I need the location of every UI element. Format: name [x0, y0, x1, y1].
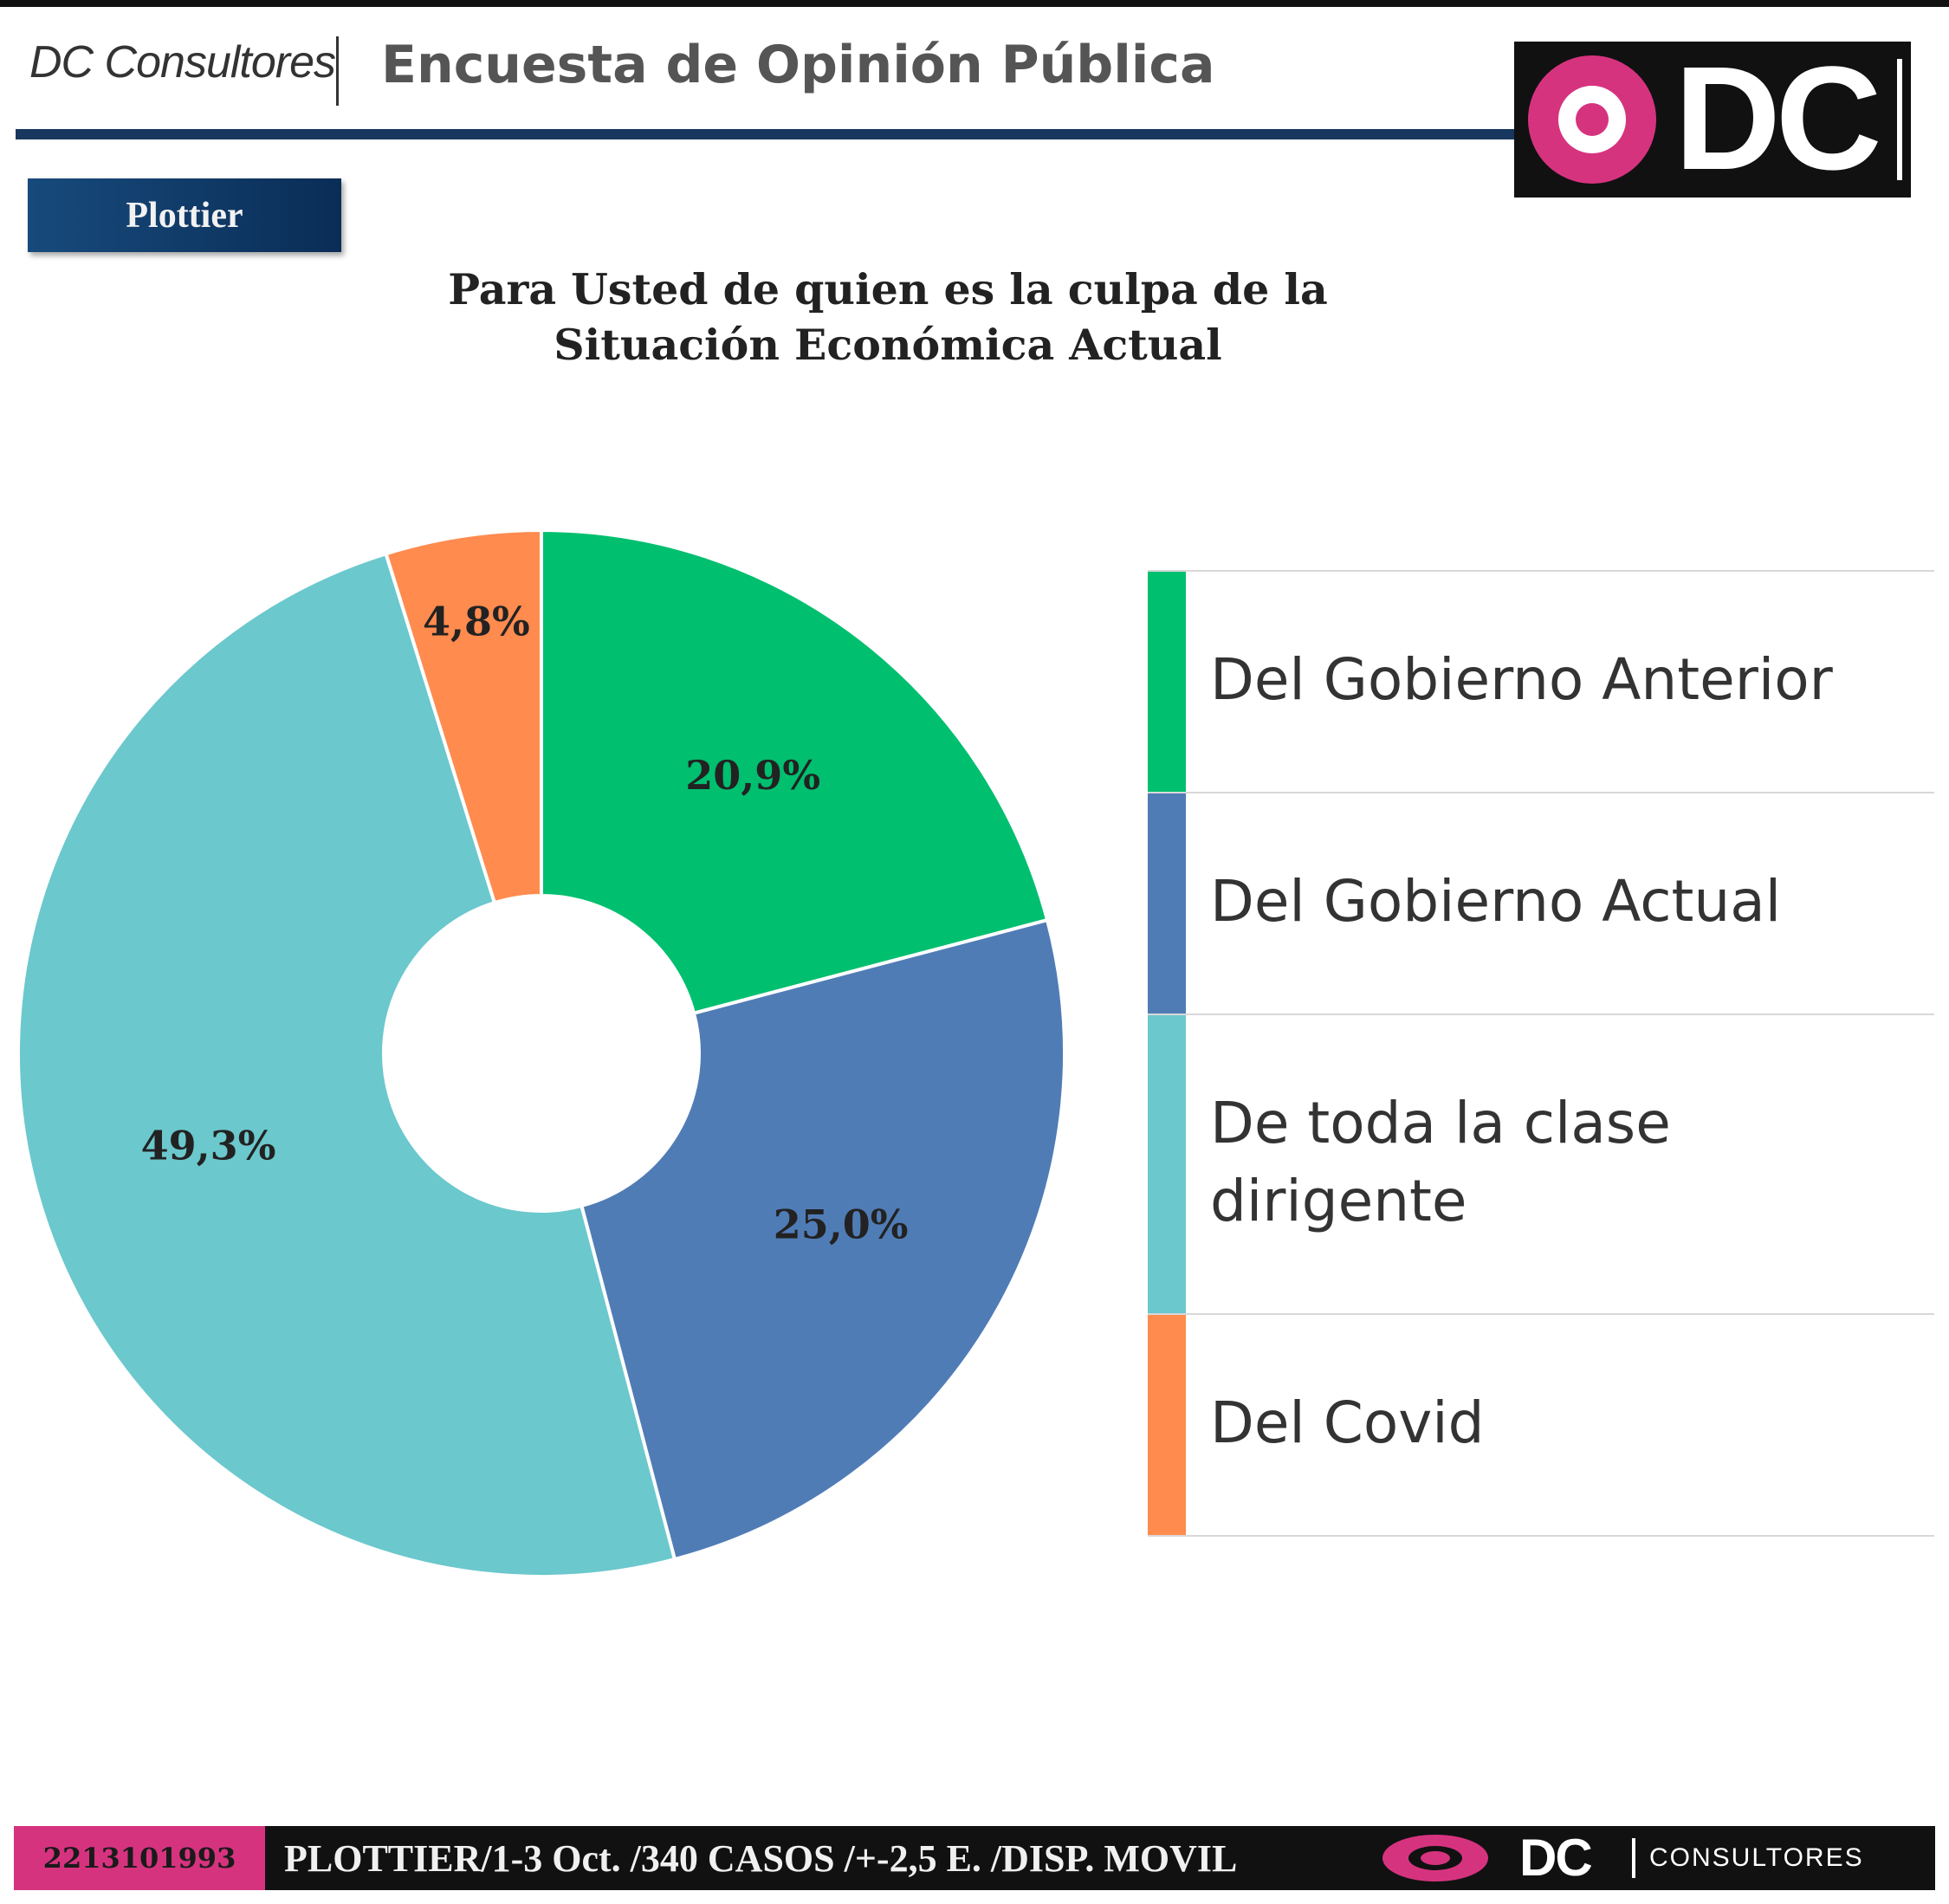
- legend-item-clase-dirigente: De toda la clase dirigente: [1148, 1014, 1934, 1313]
- legend-label: De toda la clase: [1210, 1090, 1671, 1156]
- chart-legend: Del Gobierno Anterior Del Gobierno Actua…: [1148, 570, 1934, 1537]
- donut-slice-gobierno-actual: [579, 917, 1066, 1562]
- survey-title: Encuesta de Opinión Pública: [381, 35, 1215, 95]
- legend-item-gobierno-actual: Del Gobierno Actual: [1148, 792, 1934, 1014]
- chart-title: Para Usted de quien es la culpa de la Si…: [260, 262, 1516, 372]
- footer-bar: 2213101993 PLOTTIER/1-3 Oct. /340 CASOS …: [14, 1826, 1935, 1890]
- legend-label: dirigente: [1210, 1168, 1467, 1234]
- brand-separator: [336, 36, 339, 106]
- data-label-clase-dirigente: 49,3%: [141, 1122, 276, 1169]
- header-rule: [16, 129, 1523, 139]
- donut-slice-clase-dirigente: [16, 551, 677, 1578]
- top-border: [0, 0, 1949, 7]
- legend-swatch: [1148, 572, 1186, 792]
- footer-logo-ring-icon: [1382, 1835, 1488, 1881]
- data-label-gobierno-actual: 25,0%: [774, 1201, 909, 1247]
- logo-ring-icon: [1528, 55, 1656, 184]
- legend-item-gobierno-anterior: Del Gobierno Anterior: [1148, 570, 1934, 792]
- legend-swatch: [1148, 1015, 1186, 1313]
- location-badge: Plottier: [28, 178, 341, 252]
- legend-swatch: [1148, 793, 1186, 1014]
- chart-title-line-2: Situación Económica Actual: [554, 320, 1222, 370]
- dc-logo: DC: [1514, 42, 1911, 198]
- footer-logo-text: DC: [1519, 1829, 1593, 1887]
- legend-label: Del Covid: [1210, 1389, 1485, 1456]
- brand-name: DC Consultores: [29, 37, 336, 87]
- donut-chart: 20,9% 25,0% 49,3% 4,8%: [16, 528, 1066, 1578]
- footer-logo-separator: [1632, 1838, 1635, 1878]
- footer-info: PLOTTIER/1-3 Oct. /340 CASOS /+-2,5 E. /…: [284, 1836, 1238, 1880]
- logo-bar: [1897, 59, 1902, 180]
- footer-phone: 2213101993: [14, 1826, 265, 1890]
- chart-title-line-1: Para Usted de quien es la culpa de la: [448, 264, 1328, 314]
- legend-label: Del Gobierno Anterior: [1210, 646, 1833, 713]
- donut-slice-gobierno-anterior: [540, 528, 1050, 1016]
- data-label-covid: 4,8%: [423, 599, 530, 645]
- logo-text: DC: [1674, 36, 1882, 201]
- footer-consultores: CONSULTORES: [1649, 1843, 1864, 1872]
- legend-label: Del Gobierno Actual: [1210, 868, 1782, 935]
- legend-swatch: [1148, 1315, 1186, 1535]
- legend-item-covid: Del Covid: [1148, 1313, 1934, 1537]
- donut-slice-covid: [384, 528, 543, 905]
- data-label-gobierno-anterior: 20,9%: [685, 752, 820, 799]
